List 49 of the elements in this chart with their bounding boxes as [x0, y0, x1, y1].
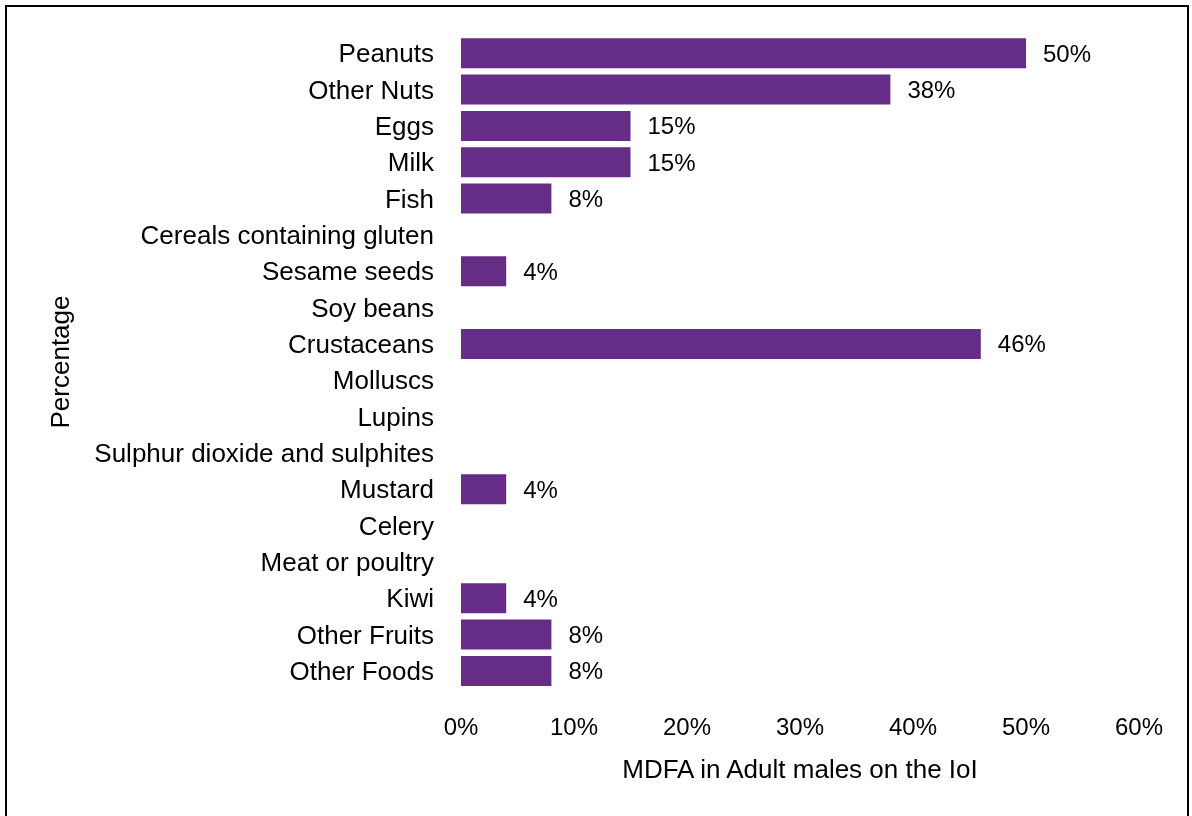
y-tick-label: Mustard [340, 474, 434, 505]
bar [461, 474, 507, 505]
y-tick-label: Milk [387, 147, 435, 178]
y-tick-label: Soy beans [311, 292, 434, 323]
y-tick-label: Lupins [357, 401, 434, 432]
bar [461, 147, 631, 178]
data-label: 15% [647, 148, 696, 176]
y-tick-label: Other Nuts [308, 74, 434, 105]
y-tick-label: Eggs [374, 111, 434, 142]
x-tick-label: 20% [662, 713, 712, 741]
bar [461, 256, 507, 287]
data-label: 8% [568, 185, 604, 213]
bar [461, 183, 552, 214]
y-tick-label: Other Fruits [296, 619, 434, 650]
y-tick-label: Fish [384, 183, 434, 214]
x-tick-label: 60% [1114, 713, 1164, 741]
bar [461, 110, 631, 141]
bar [461, 74, 891, 105]
data-label: 4% [523, 475, 558, 503]
data-label: 15% [647, 112, 696, 140]
data-label: 8% [568, 657, 604, 685]
y-tick-label: Kiwi [386, 583, 434, 614]
data-label: 38% [907, 76, 956, 104]
y-tick-label: Other Foods [289, 656, 434, 687]
data-label: 50% [1043, 39, 1092, 67]
bar [461, 619, 552, 650]
data-label: 46% [997, 330, 1046, 358]
x-tick-label: 10% [549, 713, 599, 741]
y-tick-label: Meat or poultry [260, 547, 434, 578]
bar [461, 655, 552, 686]
x-tick-label: 50% [1001, 713, 1051, 741]
y-tick-label: Celery [358, 510, 434, 541]
y-tick-label: Crustaceans [288, 329, 434, 360]
bar [461, 38, 1026, 69]
y-axis-title: Percentage [45, 295, 75, 429]
data-label: 4% [523, 584, 558, 612]
x-tick-label: 40% [888, 713, 938, 741]
bar [461, 328, 981, 359]
x-tick-label: 30% [775, 713, 825, 741]
y-tick-label: Sulphur dioxide and sulphites [94, 438, 434, 469]
y-tick-label: Peanuts [338, 38, 434, 69]
y-tick-label: Cereals containing gluten [140, 220, 434, 251]
data-label: 4% [523, 257, 558, 285]
x-axis-title: MDFA in Adult males on the IoI [622, 754, 978, 784]
y-tick-label: Sesame seeds [262, 256, 434, 287]
x-tick-label: 0% [443, 713, 479, 741]
bar [461, 583, 507, 614]
data-label: 8% [568, 621, 604, 649]
y-tick-label: Molluscs [332, 365, 434, 396]
